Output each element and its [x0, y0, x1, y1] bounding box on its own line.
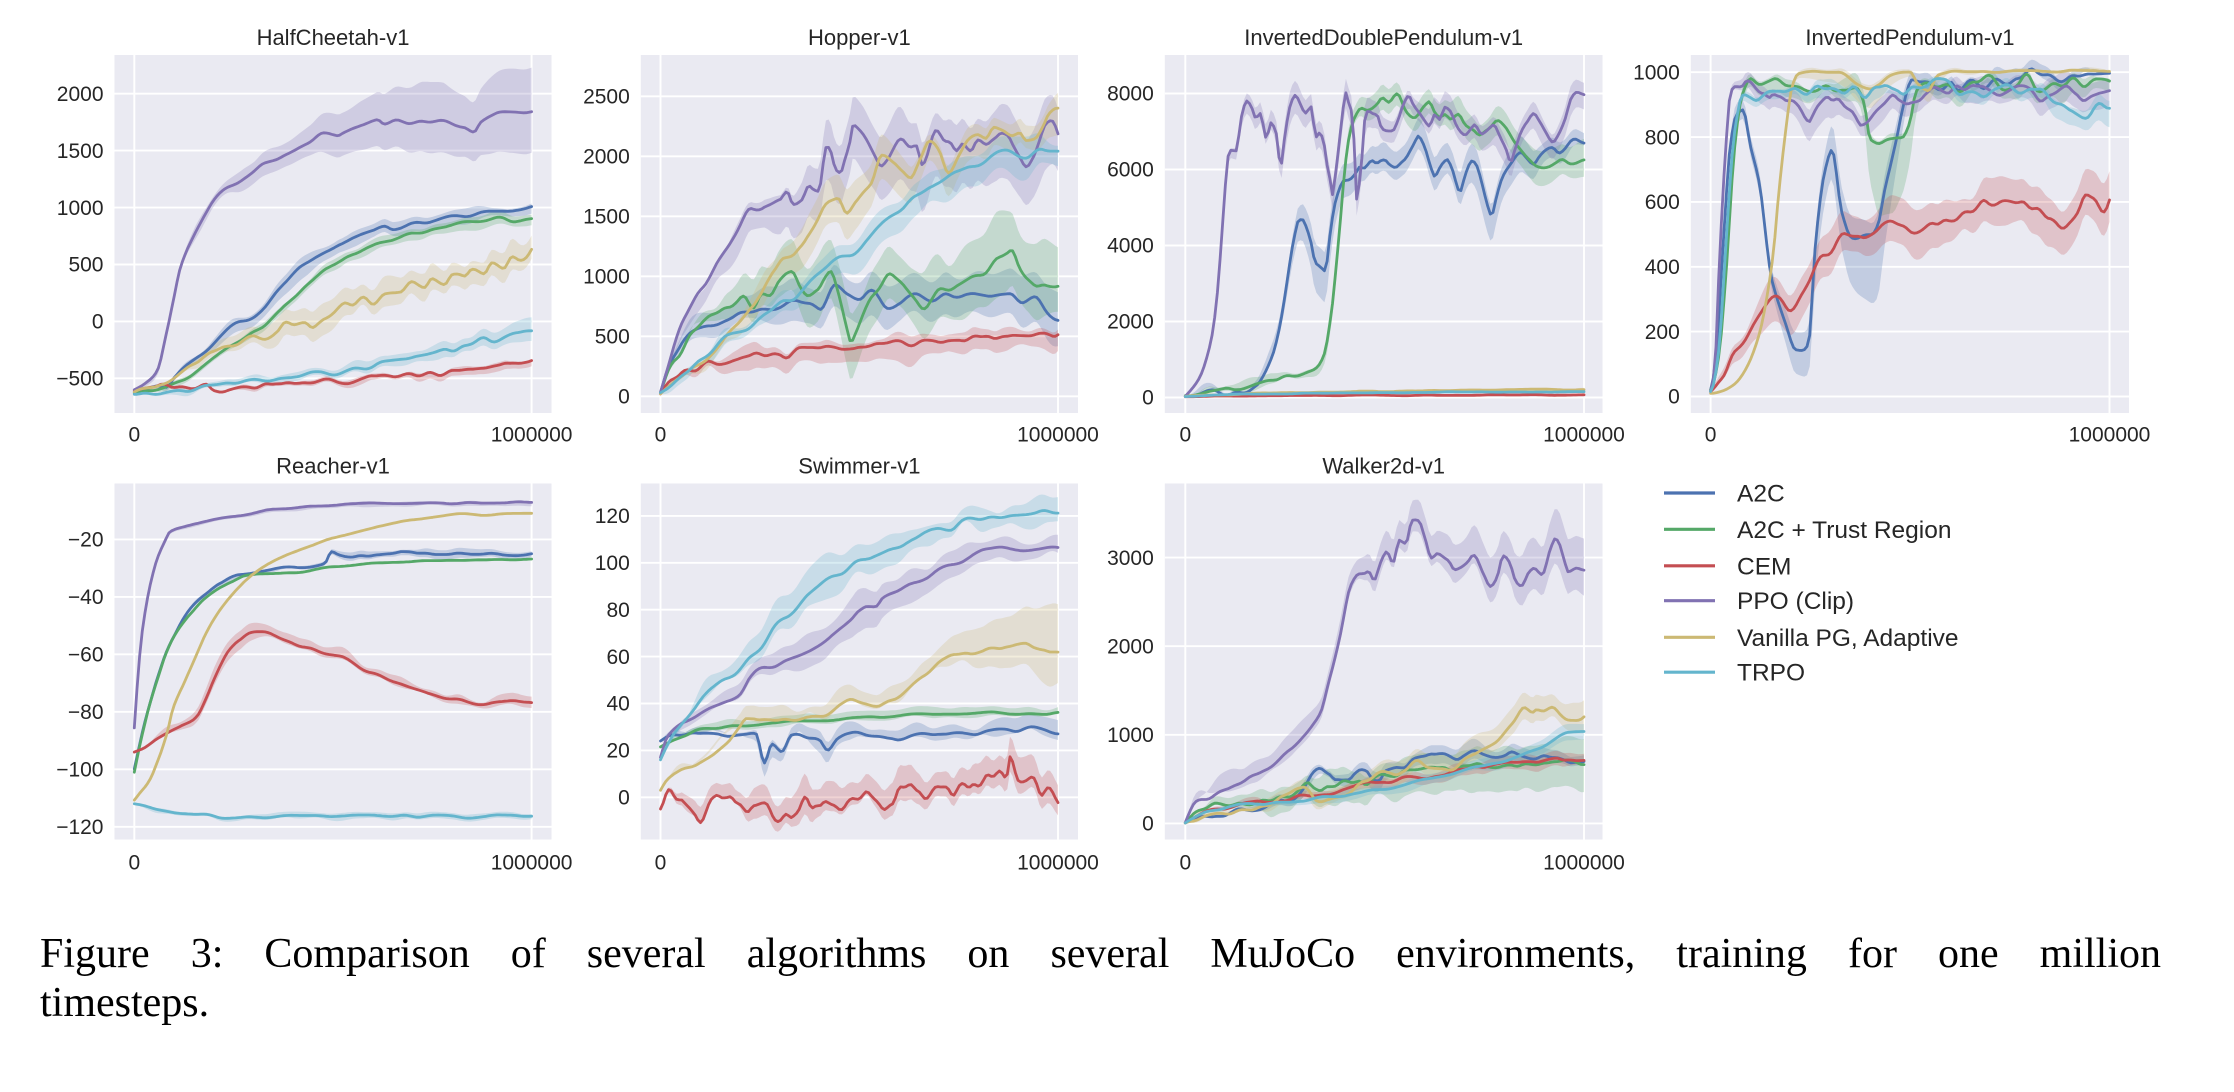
svg-text:0: 0: [1668, 386, 1680, 409]
svg-text:Reacher-v1: Reacher-v1: [276, 454, 390, 479]
svg-text:1000000: 1000000: [491, 424, 573, 447]
svg-text:2000: 2000: [1107, 635, 1154, 658]
svg-text:Swimmer-v1: Swimmer-v1: [798, 454, 920, 479]
svg-text:4000: 4000: [1107, 235, 1154, 258]
svg-text:0: 0: [1142, 813, 1154, 836]
svg-text:−60: −60: [68, 644, 104, 667]
svg-text:0: 0: [655, 852, 667, 875]
svg-text:A2C: A2C: [1737, 481, 1785, 508]
svg-text:0: 0: [618, 386, 630, 409]
svg-text:TRPO: TRPO: [1737, 660, 1805, 687]
svg-text:120: 120: [595, 505, 630, 528]
svg-text:2000: 2000: [583, 146, 630, 169]
svg-text:0: 0: [92, 311, 104, 334]
svg-text:InvertedPendulum-v1: InvertedPendulum-v1: [1805, 25, 2014, 50]
svg-text:−500: −500: [56, 368, 103, 391]
svg-text:2000: 2000: [1107, 311, 1154, 334]
svg-text:0: 0: [1179, 852, 1191, 875]
svg-text:1000000: 1000000: [1017, 424, 1099, 447]
svg-text:0: 0: [1142, 387, 1154, 410]
svg-text:1000000: 1000000: [1543, 852, 1625, 875]
svg-text:6000: 6000: [1107, 159, 1154, 182]
svg-text:1000000: 1000000: [1017, 852, 1099, 875]
svg-text:2500: 2500: [583, 86, 630, 109]
svg-text:−40: −40: [68, 586, 104, 609]
svg-text:8000: 8000: [1107, 83, 1154, 106]
svg-text:InvertedDoublePendulum-v1: InvertedDoublePendulum-v1: [1244, 25, 1523, 50]
svg-text:0: 0: [128, 852, 140, 875]
svg-text:0: 0: [655, 424, 667, 447]
svg-text:500: 500: [68, 254, 103, 277]
svg-text:Hopper-v1: Hopper-v1: [808, 25, 911, 50]
svg-text:−20: −20: [68, 529, 104, 552]
svg-text:20: 20: [606, 740, 629, 763]
svg-text:1000000: 1000000: [491, 852, 573, 875]
svg-text:80: 80: [606, 599, 629, 622]
svg-text:1000000: 1000000: [1543, 424, 1625, 447]
svg-text:1000: 1000: [57, 197, 104, 220]
svg-text:HalfCheetah-v1: HalfCheetah-v1: [257, 25, 410, 50]
svg-text:100: 100: [595, 552, 630, 575]
svg-text:200: 200: [1645, 321, 1680, 344]
svg-text:−120: −120: [56, 816, 103, 839]
svg-text:0: 0: [128, 424, 140, 447]
svg-text:0: 0: [1705, 424, 1717, 447]
svg-text:2000: 2000: [57, 83, 104, 106]
svg-text:0: 0: [618, 787, 630, 810]
svg-text:CEM: CEM: [1737, 553, 1791, 580]
svg-text:−80: −80: [68, 701, 104, 724]
svg-text:1000000: 1000000: [2069, 424, 2151, 447]
svg-text:400: 400: [1645, 256, 1680, 279]
svg-text:1500: 1500: [57, 140, 104, 163]
svg-text:3000: 3000: [1107, 547, 1154, 570]
svg-text:PPO (Clip): PPO (Clip): [1737, 588, 1854, 615]
svg-text:−100: −100: [56, 759, 103, 782]
svg-text:500: 500: [595, 326, 630, 349]
svg-text:40: 40: [606, 693, 629, 716]
svg-text:0: 0: [1179, 424, 1191, 447]
svg-text:1000: 1000: [1633, 61, 1680, 84]
svg-text:1000: 1000: [1107, 724, 1154, 747]
svg-text:Walker2d-v1: Walker2d-v1: [1322, 454, 1445, 479]
svg-text:800: 800: [1645, 126, 1680, 149]
svg-text:A2C + Trust Region: A2C + Trust Region: [1737, 517, 1951, 544]
svg-text:1000: 1000: [583, 266, 630, 289]
svg-text:600: 600: [1645, 191, 1680, 214]
svg-text:1500: 1500: [583, 206, 630, 229]
svg-text:Vanilla PG, Adaptive: Vanilla PG, Adaptive: [1737, 625, 1959, 652]
svg-text:60: 60: [606, 646, 629, 669]
